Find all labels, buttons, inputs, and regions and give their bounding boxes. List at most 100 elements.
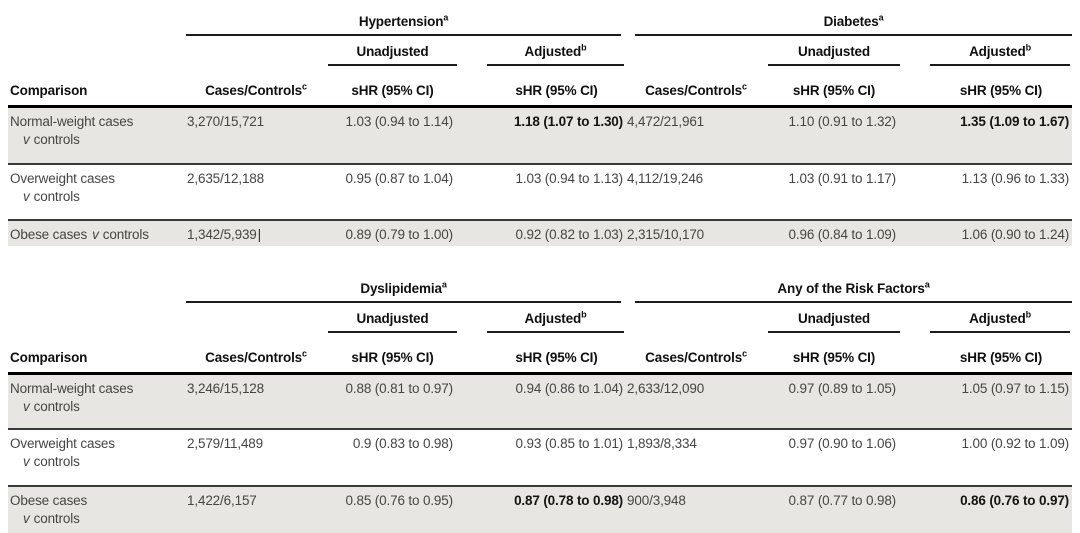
column-header-cases-controls: Cases/Controlsc (626, 333, 766, 374)
group-header-row: Dyslipidemiaa Any of the Risk Factorsa (8, 273, 1072, 303)
cell-shr-adjusted: 1.35 (1.09 to 1.67) (902, 107, 1072, 164)
subheader-unadjusted: Unadjusted (766, 303, 902, 333)
column-header-cases-controls: Cases/Controlsc (186, 333, 326, 374)
column-header-shr: sHR (95% CI) (902, 66, 1072, 107)
column-header-cases-controls: Cases/Controlsc (186, 66, 326, 107)
cell-shr-unadjusted: 0.97 (0.90 to 1.06) (766, 429, 902, 486)
cell-shr-unadjusted: 1.03 (0.94 to 1.14) (326, 107, 459, 164)
cell-shr-unadjusted: 0.89 (0.79 to 1.00) (326, 220, 459, 246)
subheader-unadjusted: Unadjusted (326, 36, 459, 66)
comparison-line1: Overweight cases (10, 435, 185, 453)
cell-shr-unadjusted: 0.96 (0.84 to 1.09) (766, 220, 902, 246)
cell-cases-controls: 2,579/11,489 (186, 429, 326, 486)
group-label: Any of the Risk Factors (777, 281, 924, 296)
footnote-marker: b (1026, 43, 1031, 53)
footnote-marker: b (581, 43, 586, 53)
cell-cases-controls: 3,270/15,721 (186, 107, 326, 164)
group-header-row: Hypertensiona Diabetesa (8, 6, 1072, 36)
cell-shr-unadjusted: 0.97 (0.89 to 1.05) (766, 373, 902, 429)
blank-cell (626, 303, 766, 333)
column-header-comparison: Comparison (8, 66, 186, 107)
text-cursor: | (258, 227, 261, 242)
cell-shr-adjusted: 1.03 (0.94 to 1.13) (459, 164, 626, 220)
footnote-marker: c (742, 348, 747, 358)
column-header-shr: sHR (95% CI) (766, 66, 902, 107)
footnote-marker: c (302, 82, 307, 92)
cell-shr-adjusted: 1.13 (0.96 to 1.33) (902, 164, 1072, 220)
cell-shr-adjusted: 1.00 (0.92 to 1.09) (902, 429, 1072, 486)
cell-shr-unadjusted: 0.95 (0.87 to 1.04) (326, 164, 459, 220)
group-header-any-risk-factors: Any of the Risk Factorsa (626, 273, 1072, 303)
cell-shr-unadjusted: 0.88 (0.81 to 0.97) (326, 373, 459, 429)
footnote-marker: b (1026, 309, 1031, 319)
column-header-shr: sHR (95% CI) (459, 333, 626, 374)
column-header-shr: sHR (95% CI) (766, 333, 902, 374)
blank-cell (8, 273, 186, 303)
cell-shr-adjusted: 1.18 (1.07 to 1.30) (459, 107, 626, 164)
cell-cases-controls: 900/3,948 (626, 486, 766, 533)
group-label: Diabetes (824, 14, 879, 29)
cell-cases-controls: 2,633/12,090 (626, 373, 766, 429)
cell-shr-adjusted: 0.92 (0.82 to 1.03) (459, 220, 626, 246)
column-header-shr: sHR (95% CI) (459, 66, 626, 107)
footnote-marker: b (581, 309, 586, 319)
cell-cases-controls: 1,342/5,939| (186, 220, 326, 246)
blank-cell (8, 6, 186, 36)
group-header-diabetes: Diabetesa (626, 6, 1072, 36)
blank-cell (186, 36, 326, 66)
subheader-adjusted: Adjustedb (902, 36, 1072, 66)
cell-shr-adjusted: 1.05 (0.97 to 1.15) (902, 373, 1072, 429)
cell-cases-controls: 2,635/12,188 (186, 164, 326, 220)
group-label: Hypertension (359, 14, 443, 29)
footnote-marker: a (442, 279, 447, 289)
cell-cases-controls: 4,112/19,246 (626, 164, 766, 220)
column-header-comparison: Comparison (8, 333, 186, 374)
group-label: Dyslipidemia (360, 281, 441, 296)
comparison-line1: Overweight cases (10, 170, 185, 188)
footnote-marker: a (879, 13, 884, 23)
comparison-line1: Normal-weight cases (10, 380, 185, 398)
subheader-adjusted: Adjustedb (902, 303, 1072, 333)
footnote-marker: c (302, 348, 307, 358)
cell-cases-controls: 3,246/15,128 (186, 373, 326, 429)
cell-shr-unadjusted: 0.87 (0.77 to 0.98) (766, 486, 902, 533)
footnote-marker: a (443, 13, 448, 23)
cell-shr-unadjusted: 1.03 (0.91 to 1.17) (766, 164, 902, 220)
table-hypertension-diabetes: Hypertensiona Diabetesa Unadjusted Adjus… (8, 6, 1072, 246)
cell-cases-controls: 2,315/10,170 (626, 220, 766, 246)
subheader-adjusted: Adjustedb (459, 303, 626, 333)
cell-cases-controls: 1,422/6,157 (186, 486, 326, 533)
subheader-unadjusted: Unadjusted (766, 36, 902, 66)
column-header-cases-controls: Cases/Controlsc (626, 66, 766, 107)
subgroup-header-row: Unadjusted Adjustedb Unadjusted Adjusted… (8, 303, 1072, 333)
cell-shr-unadjusted: 1.10 (0.91 to 1.32) (766, 107, 902, 164)
cell-shr-adjusted: 1.06 (0.90 to 1.24) (902, 220, 1072, 246)
column-header-shr: sHR (95% CI) (902, 333, 1072, 374)
cell-shr-unadjusted: 0.85 (0.76 to 0.95) (326, 486, 459, 533)
blank-cell (186, 303, 326, 333)
column-header-shr: sHR (95% CI) (326, 66, 459, 107)
group-header-hypertension: Hypertensiona (186, 6, 626, 36)
subheader-adjusted: Adjustedb (459, 36, 626, 66)
cell-cases-controls: 1,893/8,334 (626, 429, 766, 486)
blank-cell (626, 36, 766, 66)
cell-shr-adjusted: 0.93 (0.85 to 1.01) (459, 429, 626, 486)
subheader-unadjusted: Unadjusted (326, 303, 459, 333)
comparison-line1: Normal-weight cases (10, 113, 185, 131)
comparison-line1: Obese cases (10, 492, 185, 510)
footnote-marker: c (742, 82, 747, 92)
